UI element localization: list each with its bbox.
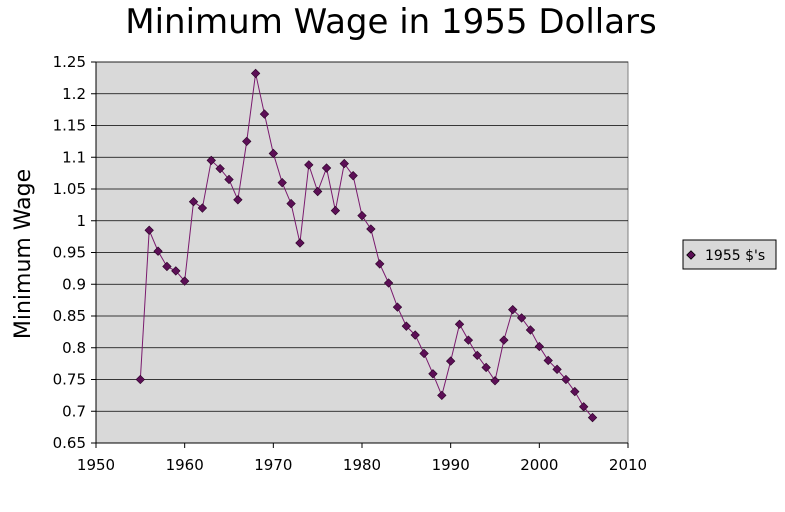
data-point bbox=[525, 325, 536, 335]
data-point bbox=[233, 195, 243, 205]
data-point bbox=[428, 369, 438, 379]
data-point bbox=[268, 148, 278, 159]
data-point bbox=[375, 259, 385, 269]
legend-marker-icon bbox=[686, 250, 696, 260]
legend-box bbox=[682, 239, 777, 270]
data-point bbox=[445, 356, 456, 366]
y-tick-label: 0.9 bbox=[62, 275, 86, 293]
data-point bbox=[490, 376, 500, 386]
data-point bbox=[410, 330, 420, 340]
data-point bbox=[286, 198, 296, 209]
data-point bbox=[135, 374, 145, 385]
y-tick-label: 0.7 bbox=[62, 402, 86, 420]
data-point bbox=[392, 302, 403, 312]
data-point bbox=[454, 319, 465, 329]
data-point bbox=[383, 278, 394, 288]
data-point bbox=[153, 246, 163, 256]
data-point bbox=[197, 203, 208, 213]
data-point bbox=[242, 136, 252, 147]
y-tick-label: 1.15 bbox=[53, 117, 86, 135]
data-point bbox=[499, 335, 509, 345]
series-line bbox=[139, 73, 593, 418]
data-point bbox=[543, 355, 553, 366]
data-point bbox=[179, 276, 190, 286]
y-tick-label: 1.05 bbox=[53, 180, 86, 198]
data-point bbox=[366, 224, 376, 234]
data-point bbox=[570, 386, 580, 397]
y-tick-label: 1.25 bbox=[53, 53, 86, 71]
data-point bbox=[534, 341, 544, 352]
data-point bbox=[277, 177, 287, 188]
data-point bbox=[171, 266, 181, 276]
data-point bbox=[188, 197, 199, 207]
chart-title: Minimum Wage in 1955 Dollars bbox=[125, 2, 657, 42]
y-tick-label: 0.8 bbox=[62, 339, 86, 357]
data-point bbox=[587, 412, 598, 423]
data-point bbox=[552, 364, 562, 375]
x-tick-label: 1960 bbox=[166, 456, 204, 474]
data-point bbox=[250, 68, 261, 79]
y-axis-label: Minimum Wage bbox=[11, 169, 36, 339]
data-point bbox=[162, 261, 172, 272]
data-point bbox=[579, 402, 589, 412]
data-point bbox=[330, 205, 341, 216]
data-point bbox=[259, 109, 270, 119]
data-point bbox=[516, 313, 527, 323]
x-tick-label: 1970 bbox=[254, 456, 292, 474]
legend: 1955 $'s bbox=[682, 239, 777, 270]
data-point bbox=[472, 350, 482, 361]
data-point bbox=[508, 304, 518, 315]
data-point bbox=[561, 374, 571, 385]
x-tick-label: 1950 bbox=[77, 456, 115, 474]
data-point bbox=[481, 362, 491, 373]
data-point bbox=[401, 321, 411, 331]
y-tick-label: 1.1 bbox=[62, 148, 86, 166]
x-tick-label: 2000 bbox=[520, 456, 558, 474]
y-tick-label: 0.65 bbox=[53, 434, 86, 452]
y-tick-label: 0.85 bbox=[53, 307, 86, 325]
legend-label: 1955 $'s bbox=[705, 248, 765, 264]
data-point bbox=[357, 211, 367, 221]
x-tick-label: 2010 bbox=[609, 456, 647, 474]
data-point bbox=[313, 186, 323, 197]
y-tick-label: 1 bbox=[76, 212, 86, 230]
data-point bbox=[339, 158, 349, 169]
data-point bbox=[215, 164, 225, 174]
y-tick-label: 0.75 bbox=[53, 371, 86, 389]
axes: 0.65 0.7 0.75 0.8 0.85 0.9 0.95 1 1.05 1.1 1.15 1.2… bbox=[53, 53, 648, 474]
data-point bbox=[348, 171, 358, 181]
data-point bbox=[463, 335, 474, 345]
series-layer bbox=[135, 68, 598, 423]
y-tick-label: 1.2 bbox=[62, 85, 86, 103]
data-point bbox=[144, 225, 154, 235]
data-point bbox=[321, 163, 332, 173]
data-point bbox=[437, 390, 447, 401]
data-point bbox=[295, 238, 305, 248]
x-tick-label: 1990 bbox=[432, 456, 470, 474]
y-tick-label: 0.95 bbox=[53, 244, 86, 262]
data-point bbox=[304, 160, 314, 170]
data-point bbox=[419, 348, 429, 359]
x-tick-label: 1980 bbox=[343, 456, 381, 474]
data-point bbox=[224, 174, 234, 185]
data-point bbox=[206, 155, 216, 166]
